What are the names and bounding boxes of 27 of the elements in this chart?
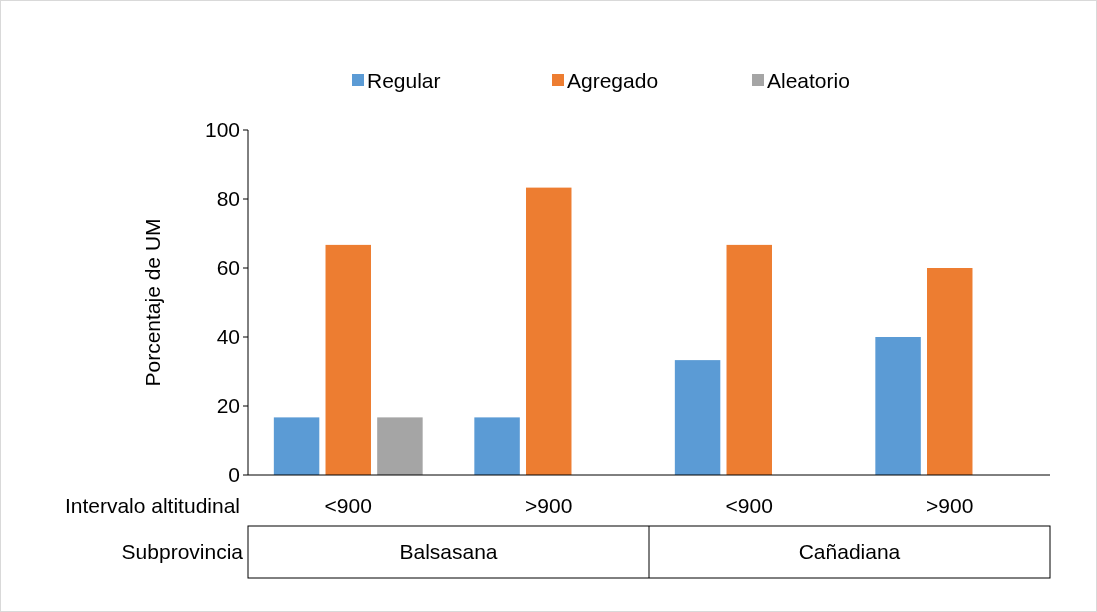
bar [927,268,973,475]
x-tick-label: >900 [525,494,573,518]
bar [377,417,423,475]
y-tick-label: 40 [216,325,240,349]
bar [526,187,572,475]
text: Subprovincia [121,540,244,564]
y-tick-label: 80 [216,187,240,211]
legend-label: Aleatorio [767,69,850,93]
text: Balsasana [399,540,498,564]
x-tick-label: >900 [926,494,974,518]
x-axis-title: Intervalo altitudinal [64,494,240,518]
bar [674,360,721,475]
legend-label: Agregado [567,69,659,93]
x-tick-label: <900 [324,494,372,518]
bar [474,417,520,475]
y-tick-label: 0 [228,463,240,487]
bar [325,244,371,475]
bar [726,244,772,475]
y-tick-label: 100 [204,118,240,142]
bar [875,337,921,475]
legend-label: Regular [367,69,441,93]
bar [273,417,320,475]
text: Cañadiana [798,540,901,564]
y-tick-label: 20 [216,394,240,418]
y-tick-label: 60 [216,256,240,280]
y-axis-title: Porcentaje de UM [141,218,164,387]
x-tick-label: <900 [725,494,773,518]
